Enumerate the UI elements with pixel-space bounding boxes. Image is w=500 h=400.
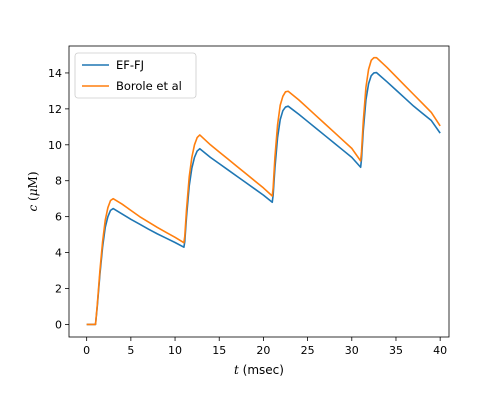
legend-label-borole: Borole et al — [116, 79, 182, 93]
series-line-0 — [86, 71, 441, 326]
y-tick-label: 10 — [48, 139, 62, 152]
y-tick-label: 2 — [55, 283, 62, 296]
y-tick-label: 6 — [55, 211, 62, 224]
series-lines — [86, 56, 441, 326]
x-tick-label: 5 — [127, 344, 134, 357]
x-axis-label: t (msec) — [234, 363, 284, 377]
x-tick-label: 35 — [389, 344, 403, 357]
x-axis-variable: t — [234, 363, 239, 377]
x-tick-label: 20 — [256, 344, 270, 357]
x-tick-label: 15 — [212, 344, 226, 357]
y-tick-label: 14 — [48, 67, 62, 80]
y-tick-label: 12 — [48, 103, 62, 116]
y-tick-label: 4 — [55, 247, 62, 260]
y-axis-mu: μ — [26, 188, 40, 196]
y-axis-label: c (μM) — [26, 171, 40, 211]
y-axis-unit-close: ) — [26, 171, 40, 176]
legend: EF-FJ Borole et al — [74, 52, 197, 99]
y-axis-unit-open: ( — [26, 196, 40, 205]
axis-ticks: 0 5 10 15 20 25 30 35 40 0 2 4 6 8 10 12 14 — [48, 67, 447, 357]
x-tick-label: 0 — [83, 344, 90, 357]
x-tick-label: 10 — [168, 344, 182, 357]
series-line-1 — [86, 56, 441, 326]
x-tick-label: 30 — [345, 344, 359, 357]
legend-label-ef-fj: EF-FJ — [116, 58, 144, 72]
x-axis-unit: (msec) — [239, 363, 284, 377]
y-tick-label: 8 — [55, 175, 62, 188]
y-axis-unit: M — [26, 176, 40, 188]
x-tick-label: 40 — [433, 344, 447, 357]
y-axis-variable: c — [26, 205, 40, 212]
plot-frame — [68, 45, 450, 338]
y-tick-label: 0 — [55, 318, 62, 331]
x-tick-label: 25 — [301, 344, 315, 357]
